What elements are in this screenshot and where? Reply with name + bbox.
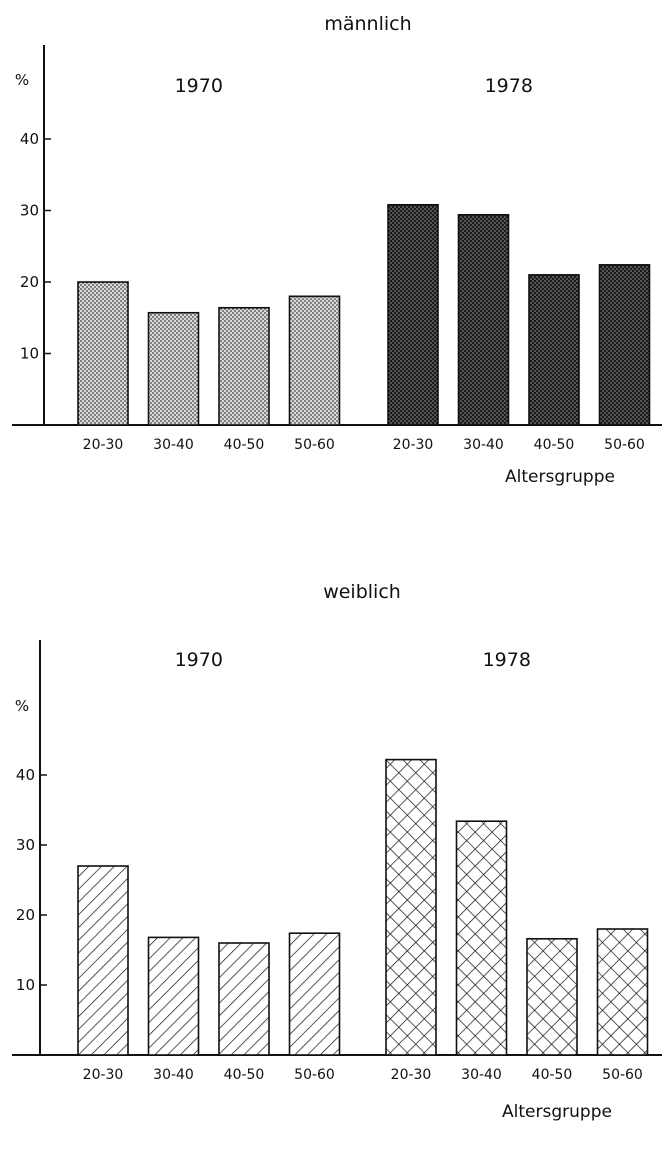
bar-1978-40-50 — [526, 937, 578, 1056]
x-tick-label: 30-40 — [153, 1067, 194, 1083]
x-axis-label: Altersgruppe — [502, 1102, 612, 1122]
y-tick-label: 40 — [20, 130, 39, 148]
bar-1970-30-40 — [147, 936, 200, 1056]
bar-1970-20-30 — [77, 281, 129, 426]
bar-1970-50-60 — [288, 932, 341, 1056]
x-tick-label: 50-60 — [294, 437, 335, 453]
bar-1978-20-30 — [385, 758, 437, 1056]
bar-1978-50-60 — [598, 264, 651, 426]
x-tick-label: 20-30 — [83, 437, 124, 453]
bar-1970-50-60 — [288, 295, 341, 426]
bar-1970-40-50 — [218, 942, 270, 1056]
chart-title: männlich — [324, 13, 411, 35]
y-tick-label: 40 — [16, 766, 35, 784]
x-tick-label: 50-60 — [602, 1067, 643, 1083]
y-tick-label: 20 — [16, 906, 35, 924]
chart-panel-1: männlich% 10 20 30 40 1970 20-30 30-40 40-50 50-6… — [12, 13, 662, 487]
group-label-1970: 1970 — [175, 75, 223, 97]
x-tick-label: 50-60 — [604, 437, 645, 453]
chart-title: weiblich — [323, 581, 401, 603]
x-tick-label: 30-40 — [461, 1067, 502, 1083]
x-tick-label: 30-40 — [463, 437, 504, 453]
bar-1978-30-40 — [455, 820, 508, 1056]
bar-1970-40-50 — [218, 306, 270, 426]
bar-1978-20-30 — [387, 203, 439, 426]
group-label-1978: 1978 — [485, 75, 533, 97]
x-tick-label: 20-30 — [393, 437, 434, 453]
chart-panel-2: weiblich% 10 20 30 40 1970 20-30 30-40 40-50 50-6… — [12, 581, 662, 1122]
bar-1970-30-40 — [147, 311, 200, 426]
x-tick-label: 20-30 — [391, 1067, 432, 1083]
y-tick-label: 10 — [16, 976, 35, 994]
y-tick-label: 30 — [16, 836, 35, 854]
x-tick-label: 50-60 — [294, 1067, 335, 1083]
x-axis-label: Altersgruppe — [505, 467, 615, 487]
y-tick-label: 20 — [20, 273, 39, 291]
y-axis-label: % — [15, 71, 29, 89]
x-tick-label: 40-50 — [532, 1067, 573, 1083]
x-tick-label: 30-40 — [153, 437, 194, 453]
group-label-1978: 1978 — [483, 649, 531, 671]
bar-1978-40-50 — [528, 274, 580, 426]
group-label-1970: 1970 — [175, 649, 223, 671]
x-tick-label: 20-30 — [83, 1067, 124, 1083]
bar-1978-50-60 — [596, 928, 649, 1056]
y-tick-label: 10 — [20, 345, 39, 363]
x-tick-label: 40-50 — [224, 437, 265, 453]
charts-root: männlich% 10 20 30 40 1970 20-30 30-40 40-50 50-6… — [12, 13, 662, 1122]
x-tick-label: 40-50 — [534, 437, 575, 453]
bar-1970-20-30 — [77, 865, 129, 1056]
x-tick-label: 40-50 — [224, 1067, 265, 1083]
bar-1978-30-40 — [457, 213, 510, 426]
y-axis-label: % — [15, 697, 29, 715]
y-tick-label: 30 — [20, 202, 39, 220]
